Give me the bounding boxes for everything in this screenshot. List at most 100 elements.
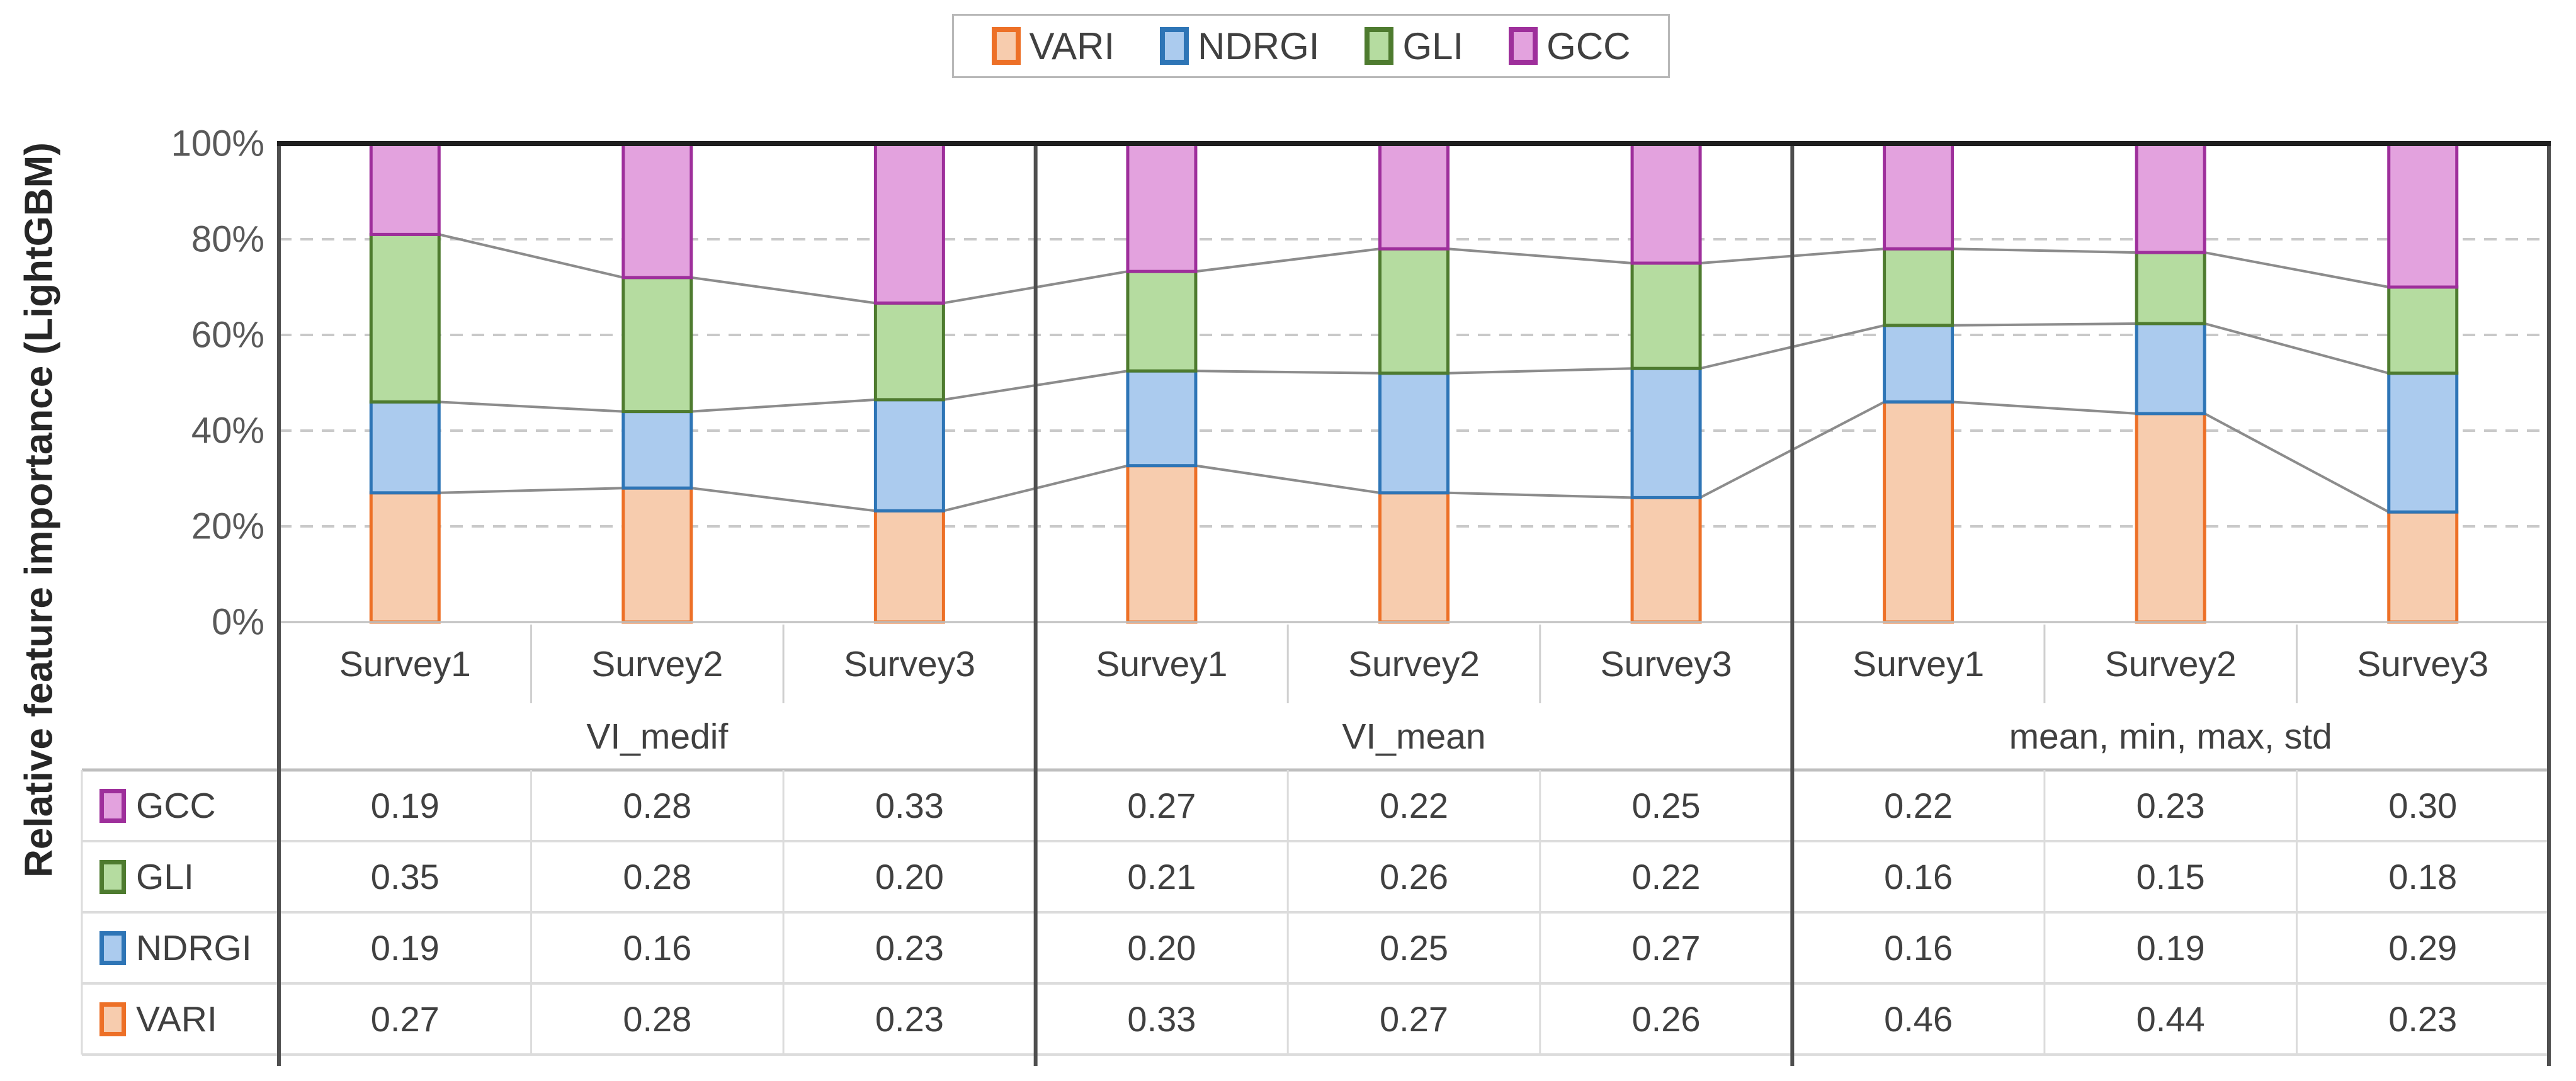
series-line-gli xyxy=(2204,251,2390,288)
table-value-gcc-col5: 0.22 xyxy=(1379,786,1448,825)
table-value-gcc-col4: 0.27 xyxy=(1127,786,1196,825)
y-tick-label-100pct: 100% xyxy=(171,123,264,164)
series-line-gli xyxy=(691,276,876,305)
bar-segment-gcc-col6 xyxy=(1630,142,1702,265)
y-tick-label-20pct: 20% xyxy=(191,506,264,547)
group-label-2: VI_mean xyxy=(1342,716,1486,757)
bar-segment-gcc-col3 xyxy=(873,142,945,305)
legend-item-vari: VARI xyxy=(991,25,1115,68)
legend-item-gli: GLI xyxy=(1365,25,1463,68)
series-line-ndrgi xyxy=(2204,322,2390,375)
table-value-gcc-col9: 0.30 xyxy=(2388,786,2458,825)
bar-segment-vari-col4 xyxy=(1126,464,1198,624)
bar-segment-vari-col1 xyxy=(369,491,441,624)
table-value-gli-col1: 0.35 xyxy=(370,857,440,897)
bar-segment-gcc-col5 xyxy=(1378,142,1450,251)
series-line-gli xyxy=(1195,247,1380,273)
bar-segment-ndrgi-col9 xyxy=(2387,371,2459,514)
table-value-ndrgi-col7: 0.16 xyxy=(1884,928,1953,968)
legend-label: NDRGI xyxy=(1198,25,1320,67)
bar-segment-vari-col8 xyxy=(2135,412,2206,624)
bar-segment-gli-col6 xyxy=(1630,261,1702,370)
series-line-ndrgi xyxy=(1195,370,1380,375)
x-axis-label-survey2-col5: Survey2 xyxy=(1348,643,1480,684)
y-axis-title: Relative feature importance (LightGBM) xyxy=(17,142,61,878)
bar-segment-gcc-col8 xyxy=(2135,142,2206,254)
bar-segment-gcc-col7 xyxy=(1883,142,1955,251)
table-value-gli-col5: 0.26 xyxy=(1379,857,1448,897)
row-label-text: GCC xyxy=(136,785,216,826)
bar-segment-gli-col3 xyxy=(873,301,945,402)
bar-segment-vari-col9 xyxy=(2387,510,2459,624)
legend-label: GLI xyxy=(1402,25,1464,67)
series-line-ndrgi xyxy=(439,400,623,413)
bar-segment-ndrgi-col7 xyxy=(1883,324,1955,404)
bar-segment-ndrgi-col6 xyxy=(1630,366,1702,499)
table-value-gli-col6: 0.22 xyxy=(1631,857,1701,897)
bar-segment-gcc-col2 xyxy=(621,142,693,280)
series-line-vari xyxy=(439,487,623,494)
x-axis-label-survey1-col7: Survey1 xyxy=(1853,643,1985,684)
row-label-text: NDRGI xyxy=(136,927,252,968)
x-axis-label-survey3-col3: Survey3 xyxy=(843,643,975,684)
table-value-ndrgi-col6: 0.27 xyxy=(1631,928,1701,968)
table-value-gcc-col7: 0.22 xyxy=(1884,786,1953,825)
table-value-gli-col8: 0.15 xyxy=(2136,857,2205,897)
bar-segment-gli-col5 xyxy=(1378,247,1450,375)
bar-segment-gli-col2 xyxy=(621,276,693,414)
legend-label: GCC xyxy=(1546,25,1631,67)
table-value-gcc-col2: 0.28 xyxy=(623,786,692,825)
series-line-gli xyxy=(1448,247,1633,264)
row-label-text: GLI xyxy=(136,856,194,897)
y-tick-label-0pct: 0% xyxy=(212,601,264,643)
bar-segment-ndrgi-col4 xyxy=(1126,369,1198,468)
table-value-vari-col5: 0.27 xyxy=(1379,999,1448,1039)
legend-item-ndrgi: NDRGI xyxy=(1160,25,1319,68)
x-axis-label-survey3-col9: Survey3 xyxy=(2357,643,2489,684)
legend-item-gcc: GCC xyxy=(1509,25,1631,68)
table-value-gcc-col6: 0.25 xyxy=(1631,786,1701,825)
row-swatch-gli-icon xyxy=(99,859,126,894)
series-line-vari xyxy=(691,487,876,512)
table-row-label-vari: VARI xyxy=(82,983,279,1055)
legend-swatch-ndrgi-icon xyxy=(1160,27,1189,65)
legend-label: VARI xyxy=(1029,25,1115,67)
bar-segment-gli-col7 xyxy=(1883,247,1955,327)
legend-swatch-gcc-icon xyxy=(1509,27,1538,65)
bar-segment-vari-col7 xyxy=(1883,400,1955,624)
bar-segment-gcc-col4 xyxy=(1126,142,1198,273)
table-value-ndrgi-col5: 0.25 xyxy=(1379,928,1448,968)
row-swatch-vari-icon xyxy=(99,1002,126,1036)
series-line-ndrgi xyxy=(691,398,876,413)
row-swatch-ndrgi-icon xyxy=(99,931,126,965)
table-row-label-gli: GLI xyxy=(82,841,279,912)
series-line-vari xyxy=(1448,491,1633,499)
table-value-gli-col2: 0.28 xyxy=(623,857,692,897)
table-value-gcc-col3: 0.33 xyxy=(875,786,944,825)
bar-segment-vari-col3 xyxy=(873,509,945,624)
legend-swatch-vari-icon xyxy=(991,27,1021,65)
table-value-ndrgi-col1: 0.19 xyxy=(370,928,440,968)
x-axis-label-survey3-col6: Survey3 xyxy=(1600,643,1732,684)
row-label-text: VARI xyxy=(136,999,217,1039)
table-value-gli-col3: 0.20 xyxy=(875,857,944,897)
x-axis-label-survey1-col4: Survey1 xyxy=(1096,643,1228,684)
table-value-vari-col8: 0.44 xyxy=(2136,999,2205,1039)
bar-segment-ndrgi-col8 xyxy=(2135,322,2206,416)
table-value-ndrgi-col2: 0.16 xyxy=(623,928,692,968)
series-line-vari xyxy=(1952,400,2137,415)
table-value-vari-col3: 0.23 xyxy=(875,999,944,1039)
bar-segment-vari-col5 xyxy=(1378,491,1450,624)
bar-segment-ndrgi-col5 xyxy=(1378,371,1450,495)
bar-segment-vari-col2 xyxy=(621,486,693,624)
bar-segment-ndrgi-col3 xyxy=(873,398,945,512)
legend: VARI NDRGI GLI GCC xyxy=(952,14,1670,78)
series-line-vari xyxy=(1195,464,1380,494)
x-axis-label-survey2-col2: Survey2 xyxy=(591,643,723,684)
y-tick-label-80pct: 80% xyxy=(191,218,264,260)
table-value-ndrgi-col8: 0.19 xyxy=(2136,928,2205,968)
table-value-vari-col6: 0.26 xyxy=(1631,999,1701,1039)
x-axis-label-survey2-col8: Survey2 xyxy=(2104,643,2237,684)
bar-segment-ndrgi-col2 xyxy=(621,410,693,490)
